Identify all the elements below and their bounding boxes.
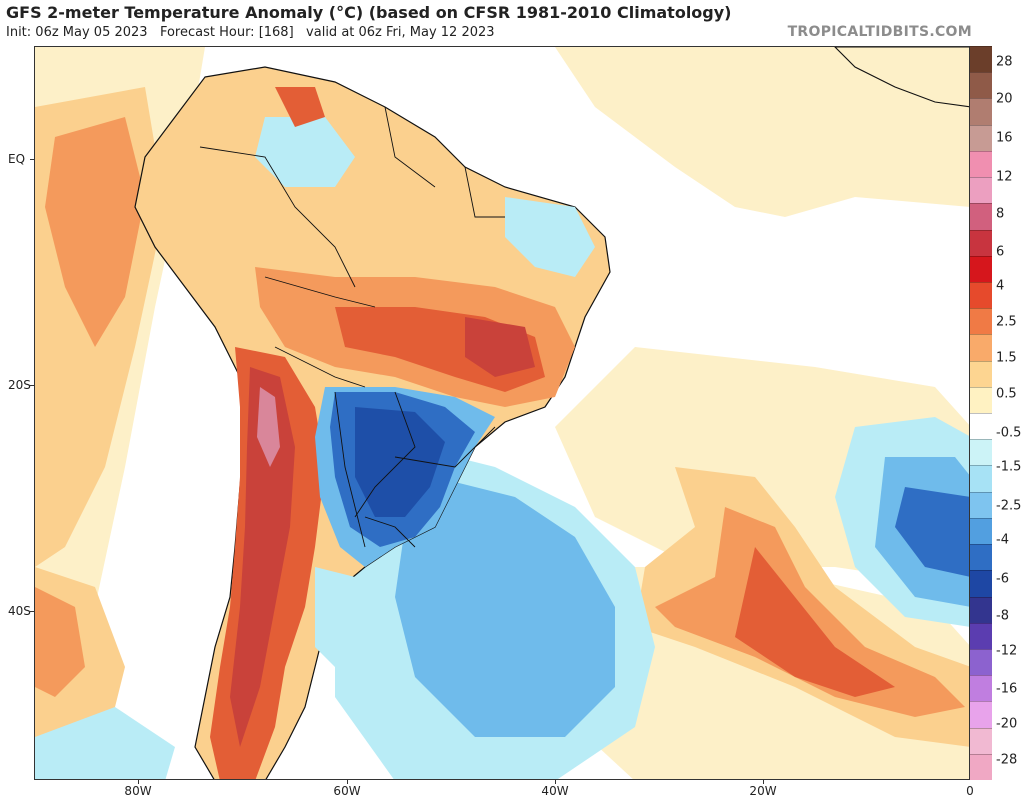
- colorbar-swatch: [970, 255, 992, 283]
- colorbar-swatch: [970, 727, 992, 755]
- cool-land-anomaly: [255, 117, 355, 187]
- colorbar-swatch: [970, 308, 992, 335]
- country-borders: [199, 106, 505, 548]
- colorbar-label: -2.5: [996, 498, 1022, 514]
- colorbar-label: 12: [996, 169, 1013, 185]
- colorbar-swatch: [970, 46, 992, 73]
- map-canvas: [35, 47, 969, 779]
- colorbar-swatch: [970, 177, 992, 204]
- cool-ocean-anomaly: [35, 707, 175, 779]
- lat-tick: [30, 611, 35, 612]
- colorbar-label: -16: [996, 681, 1018, 697]
- lat-label-20s: 20S: [8, 378, 31, 392]
- cool-land-anomaly: [315, 567, 365, 667]
- lon-label-40w: 40W: [541, 784, 569, 798]
- colorbar-swatch: [970, 150, 992, 178]
- colorbar-swatch: [970, 229, 992, 257]
- colorbar-swatch: [970, 491, 992, 519]
- colorbar-swatch: [970, 281, 992, 309]
- colorbar-swatch: [970, 622, 992, 650]
- colorbar-label: 16: [996, 130, 1013, 146]
- colorbar-label: -20: [996, 716, 1018, 732]
- colorbar-swatch: [970, 72, 992, 99]
- lon-tick: [347, 780, 348, 784]
- colorbar-label: -6: [996, 571, 1009, 587]
- colorbar-label: -1.5: [996, 459, 1022, 475]
- colorbar-swatch: [970, 360, 992, 388]
- source-watermark: TROPICALTIDBITS.COM: [787, 24, 972, 40]
- warm-ocean-anomaly: [655, 507, 965, 717]
- colorbar-swatch: [970, 465, 992, 493]
- chart-title: GFS 2-meter Temperature Anomaly (°C) (ba…: [6, 3, 732, 22]
- colorbar-label: -4: [996, 532, 1009, 548]
- colorbar-label: 6: [996, 244, 1005, 260]
- colorbar-swatch: [970, 386, 992, 414]
- colorbar-label: 4: [996, 278, 1005, 294]
- lon-label-80w: 80W: [124, 784, 152, 798]
- colorbar-swatch: [970, 570, 992, 597]
- lat-tick: [30, 159, 35, 160]
- colorbar-label: 20: [996, 91, 1013, 107]
- africa-coast: [834, 47, 969, 108]
- colorbar-swatch: [970, 675, 992, 702]
- colorbar-swatch: [970, 544, 992, 571]
- cool-land-anomaly: [505, 197, 595, 277]
- colorbar-swatch: [970, 334, 992, 362]
- colorbar-label: 0.5: [996, 386, 1017, 402]
- lon-label-0: 0: [966, 784, 974, 798]
- colorbar-swatch: [970, 413, 992, 440]
- lat-label-40s: 40S: [8, 604, 31, 618]
- forecast-info: Init: 06z May 05 2023 Forecast Hour: [16…: [6, 25, 495, 40]
- colorbar-swatch: [970, 648, 992, 676]
- colorbar-label: -28: [996, 752, 1018, 768]
- colorbar-label: -0.5: [996, 425, 1022, 441]
- colorbar-label: 1.5: [996, 350, 1017, 366]
- lat-label-eq: EQ: [8, 152, 26, 166]
- andes-hot-anomaly: [257, 387, 280, 467]
- lon-tick: [138, 780, 139, 784]
- colorbar-swatch: [970, 439, 992, 466]
- warm-ocean-patch: [45, 117, 145, 347]
- colorbar-label: -8: [996, 608, 1009, 624]
- colorbar-swatch: [970, 596, 992, 624]
- colorbar-label: 2.5: [996, 314, 1017, 330]
- lon-tick: [555, 780, 556, 784]
- lon-label-20w: 20W: [749, 784, 777, 798]
- cool-ocean-anomaly: [895, 487, 969, 577]
- colorbar-swatch: [970, 517, 992, 545]
- colorbar-swatch: [970, 124, 992, 152]
- colorbar-swatch: [970, 753, 992, 781]
- warm-ocean-patch: [35, 587, 85, 697]
- warm-ocean-anomaly: [735, 547, 895, 697]
- lon-label-60w: 60W: [333, 784, 361, 798]
- colorbar-legend: 28 20 16 12 8 6 4 2.5 1.5 0.5 -0.5 -1.5 -2.5 -4 -6 -8 -1…: [970, 46, 1024, 781]
- colorbar-label: -12: [996, 643, 1018, 659]
- lat-tick: [30, 385, 35, 386]
- anomaly-map: [34, 46, 970, 780]
- colorbar-swatch: [970, 98, 992, 126]
- northern-warm-anomaly: [275, 87, 325, 127]
- colorbar-label: 8: [996, 206, 1005, 222]
- warm-ocean-patch: [35, 47, 969, 217]
- cool-ocean-anomaly: [395, 477, 615, 737]
- colorbar-label: 28: [996, 54, 1013, 70]
- lon-tick: [763, 780, 764, 784]
- colorbar-swatch: [970, 203, 992, 230]
- warm-land-anomaly: [465, 317, 535, 377]
- colorbar-swatch: [970, 701, 992, 729]
- andes-warm-anomaly: [230, 367, 295, 747]
